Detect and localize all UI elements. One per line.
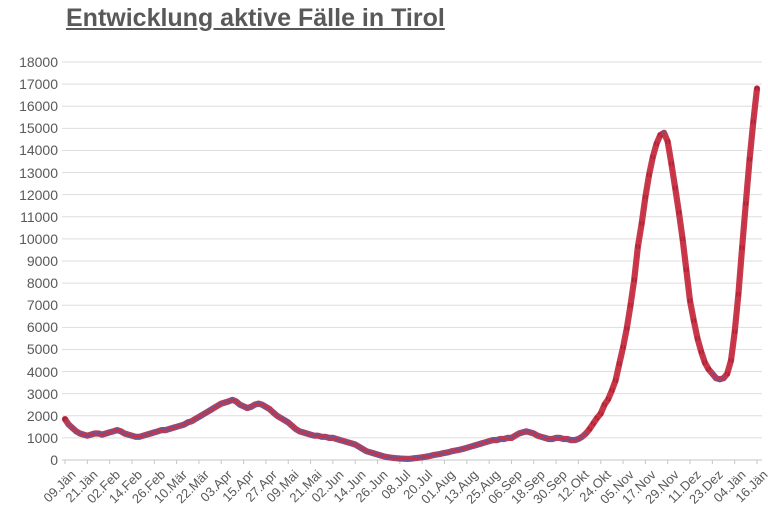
y-axis-label: 7000 xyxy=(26,297,58,314)
y-axis-label: 5000 xyxy=(26,341,58,358)
y-axis-label: 13000 xyxy=(19,164,58,181)
y-axis-label: 10000 xyxy=(19,230,58,247)
y-axis-label: 8000 xyxy=(26,275,58,292)
y-axis-label: 18000 xyxy=(19,54,58,70)
y-axis-label: 4000 xyxy=(26,363,58,380)
series-line xyxy=(61,85,761,462)
y-axis-label: 3000 xyxy=(26,385,58,402)
series-line-highlight xyxy=(64,88,758,460)
y-axis-label: 6000 xyxy=(26,319,58,336)
y-axis-label: 14000 xyxy=(19,142,58,159)
page-title: Entwicklung aktive Fälle in Tirol xyxy=(66,4,445,32)
y-axis-label: 2000 xyxy=(26,407,58,424)
y-axis-label: 0 xyxy=(50,452,58,468)
y-axis-label: 1000 xyxy=(26,429,58,446)
y-axis-label: 15000 xyxy=(19,120,58,137)
y-axis-label: 11000 xyxy=(20,208,58,225)
y-axis-label: 16000 xyxy=(19,98,58,115)
y-axis-label: 12000 xyxy=(19,186,58,203)
y-axis-label: 17000 xyxy=(19,76,58,93)
data-point-marker xyxy=(62,416,68,422)
y-axis-label: 9000 xyxy=(26,253,58,269)
